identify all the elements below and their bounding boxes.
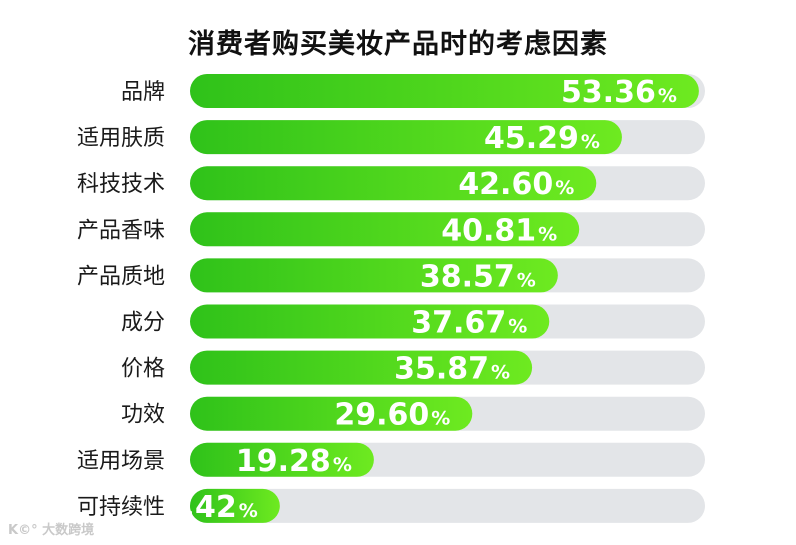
category-label: 价格	[121, 357, 165, 382]
data-label: 37.67%	[411, 306, 527, 341]
bar	[190, 258, 558, 293]
bar	[190, 442, 374, 477]
bar	[190, 120, 622, 155]
category-label: 品牌	[121, 80, 165, 105]
data-label: 35.87%	[394, 352, 510, 387]
category-label: 成分	[121, 311, 165, 336]
category-label: 科技技术	[77, 172, 165, 197]
data-label: 45.29%	[484, 121, 600, 156]
data-label: 9.42%	[163, 490, 258, 525]
data-label: 40.81%	[441, 213, 557, 248]
bar-track	[190, 488, 705, 523]
bar	[190, 74, 699, 108]
bar	[190, 166, 597, 201]
category-label: 功效	[121, 403, 165, 428]
data-label: 42.60%	[458, 167, 574, 202]
category-label: 适用肤质	[77, 126, 165, 151]
watermark: K©° 大数跨境	[8, 523, 95, 538]
bar	[190, 350, 533, 385]
data-label: 19.28%	[236, 444, 352, 479]
data-label: 38.57%	[420, 259, 536, 294]
category-label: 可持续性	[77, 495, 165, 520]
bar	[190, 304, 550, 339]
data-label: 29.60%	[334, 398, 450, 433]
bar	[190, 396, 473, 431]
bar	[190, 488, 280, 523]
category-label: 产品香味	[77, 218, 165, 243]
category-label: 产品质地	[77, 264, 165, 289]
category-label: 适用场景	[77, 449, 165, 474]
bar	[190, 212, 580, 247]
data-label: 53.36%	[561, 75, 677, 110]
chart-title: 消费者购买美妆产品时的考虑因素	[188, 29, 608, 60]
